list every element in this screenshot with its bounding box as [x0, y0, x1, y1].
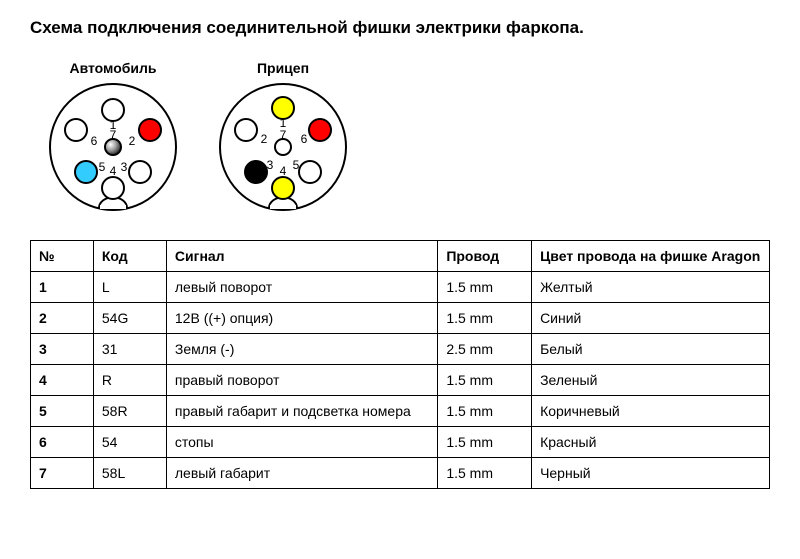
pin-label-3: 3	[121, 160, 128, 174]
cell: L	[93, 272, 166, 303]
cell: Коричневый	[532, 396, 770, 427]
table-row: 758Lлевый габарит1.5 mmЧерный	[31, 458, 770, 489]
pin-label-2: 2	[129, 134, 136, 148]
col-color: Цвет провода на фишке Aragon	[532, 241, 770, 272]
cell: правый габарит и подсветка номера	[166, 396, 437, 427]
pin-label-7: 7	[280, 128, 287, 142]
table-body: 1Lлевый поворот1.5 mmЖелтый254G12В ((+) …	[31, 272, 770, 489]
cell: 58L	[93, 458, 166, 489]
pin-label-3: 3	[267, 158, 274, 172]
table-row: 654стопы1.5 mmКрасный	[31, 427, 770, 458]
cell: 1.5 mm	[438, 365, 532, 396]
cell: 6	[31, 427, 94, 458]
pin-label-7: 7	[110, 128, 117, 142]
cell: Белый	[532, 334, 770, 365]
cell: 1.5 mm	[438, 458, 532, 489]
connector-label-car: Автомобиль	[48, 60, 178, 76]
table-row: 1Lлевый поворот1.5 mmЖелтый	[31, 272, 770, 303]
pin-5	[75, 161, 97, 183]
cell: 1.5 mm	[438, 272, 532, 303]
cell: правый поворот	[166, 365, 437, 396]
cell: Зеленый	[532, 365, 770, 396]
pin-label-6: 6	[91, 134, 98, 148]
cell: 4	[31, 365, 94, 396]
cell: Синий	[532, 303, 770, 334]
cell: 1.5 mm	[438, 303, 532, 334]
cell: Черный	[532, 458, 770, 489]
cell: 1.5 mm	[438, 427, 532, 458]
col-num: №	[31, 241, 94, 272]
pin-2	[139, 119, 161, 141]
cell: 58R	[93, 396, 166, 427]
pin-3	[245, 161, 267, 183]
cell: 1	[31, 272, 94, 303]
connector-diagrams: Автомобиль 1234567 Прицеп 1234567	[48, 60, 770, 212]
pin-2	[235, 119, 257, 141]
connector-trailer: 1234567	[218, 82, 348, 212]
cell: 1.5 mm	[438, 396, 532, 427]
pin-label-6: 6	[301, 132, 308, 146]
cell: 54	[93, 427, 166, 458]
pin-label-4: 4	[280, 164, 287, 178]
cell: Желтый	[532, 272, 770, 303]
pin-table: № Код Сигнал Провод Цвет провода на фишк…	[30, 240, 770, 489]
pin-4	[272, 177, 294, 199]
page: Схема подключения соединительной фишки э…	[0, 0, 800, 519]
connector-label-trailer: Прицеп	[218, 60, 348, 76]
connector-column-car: Автомобиль 1234567	[48, 60, 178, 212]
pin-label-5: 5	[99, 160, 106, 174]
pin-6	[309, 119, 331, 141]
col-code: Код	[93, 241, 166, 272]
cell: 54G	[93, 303, 166, 334]
cell: Красный	[532, 427, 770, 458]
pin-label-5: 5	[293, 158, 300, 172]
pin-3	[129, 161, 151, 183]
cell: 5	[31, 396, 94, 427]
table-row: 4Rправый поворот1.5 mmЗеленый	[31, 365, 770, 396]
cell: Земля (-)	[166, 334, 437, 365]
col-signal: Сигнал	[166, 241, 437, 272]
pin-label-2: 2	[261, 132, 268, 146]
col-wire: Провод	[438, 241, 532, 272]
pin-4	[102, 177, 124, 199]
table-header-row: № Код Сигнал Провод Цвет провода на фишк…	[31, 241, 770, 272]
connector-car: 1234567	[48, 82, 178, 212]
cell: левый поворот	[166, 272, 437, 303]
cell: 2.5 mm	[438, 334, 532, 365]
pin-5	[299, 161, 321, 183]
cell: 2	[31, 303, 94, 334]
pin-label-4: 4	[110, 164, 117, 178]
connector-column-trailer: Прицеп1234567	[218, 60, 348, 212]
cell: 7	[31, 458, 94, 489]
pin-6	[65, 119, 87, 141]
cell: стопы	[166, 427, 437, 458]
table-row: 331Земля (-)2.5 mmБелый	[31, 334, 770, 365]
cell: 12В ((+) опция)	[166, 303, 437, 334]
table-row: 254G12В ((+) опция)1.5 mmСиний	[31, 303, 770, 334]
cell: R	[93, 365, 166, 396]
cell: левый габарит	[166, 458, 437, 489]
cell: 3	[31, 334, 94, 365]
cell: 31	[93, 334, 166, 365]
table-row: 558Rправый габарит и подсветка номера1.5…	[31, 396, 770, 427]
page-title: Схема подключения соединительной фишки э…	[30, 18, 770, 38]
